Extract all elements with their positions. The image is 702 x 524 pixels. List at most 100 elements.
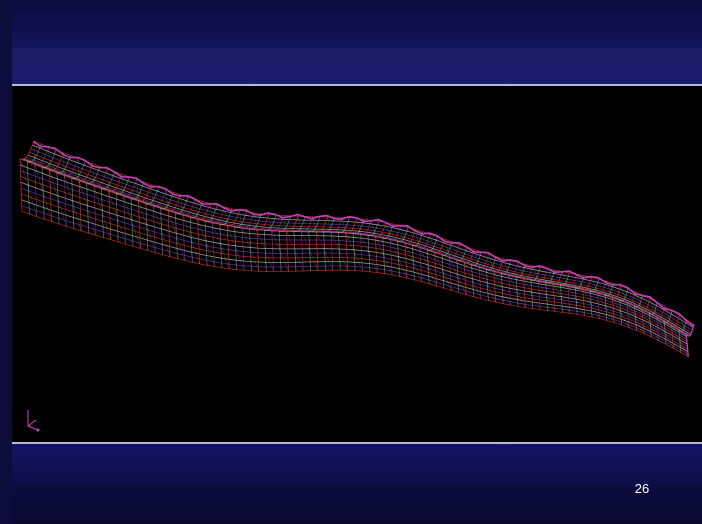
mesh-line: [253, 212, 258, 230]
mesh-line: [561, 271, 569, 286]
mesh-line: [263, 214, 277, 272]
mesh-line: [19, 158, 37, 217]
mesh-line: [130, 181, 145, 247]
mesh-line: [101, 171, 116, 238]
mesh-line: [308, 216, 321, 271]
mesh-line: [626, 302, 645, 334]
mesh-line: [271, 230, 289, 272]
mesh-line: [293, 216, 306, 272]
mesh-line: [123, 196, 141, 249]
mesh-line: [268, 214, 272, 231]
mesh-line: [278, 215, 292, 272]
mesh-line: [385, 222, 391, 240]
mesh-line: [547, 268, 554, 283]
mesh-line: [415, 229, 421, 248]
mesh-line: [517, 262, 524, 278]
mesh-line: [30, 148, 693, 331]
mesh-line: [197, 219, 215, 267]
mesh-line: [330, 217, 343, 271]
mesh-line: [500, 260, 512, 304]
mesh-line: [488, 254, 495, 272]
mesh-line: [649, 298, 657, 317]
mesh-line: [256, 229, 274, 272]
mesh-line: [21, 158, 688, 336]
mesh-line: [249, 213, 262, 271]
mesh-line: [297, 216, 302, 232]
mesh-line: [641, 308, 659, 341]
mesh-line: [64, 175, 82, 231]
mesh-line: [20, 181, 688, 345]
mesh-line: [301, 231, 319, 271]
mesh-line: [367, 221, 380, 272]
mesh-line: [356, 218, 361, 234]
mesh-line: [620, 285, 628, 303]
mesh-line: [138, 201, 156, 253]
mesh-line: [79, 180, 97, 236]
mesh-line: [523, 277, 541, 310]
mesh-line: [390, 239, 408, 279]
mesh-line: [352, 219, 365, 271]
mesh-line: [195, 199, 198, 220]
title-band: [12, 0, 702, 85]
mesh-line: [611, 285, 622, 323]
mesh-line: [145, 187, 160, 251]
mesh-line: [315, 231, 334, 271]
mesh-line: [107, 169, 110, 192]
mesh-line: [77, 158, 80, 182]
title-band-stripe: [12, 48, 702, 85]
mesh-line: [382, 223, 394, 274]
mesh-line: [48, 146, 50, 171]
mesh-line: [685, 324, 695, 357]
page-number: 26: [634, 481, 650, 496]
mesh-line: [656, 316, 674, 349]
left-edge: [0, 0, 12, 524]
mesh-line: [486, 256, 497, 301]
top-divider: [12, 84, 702, 86]
mesh-line: [34, 164, 52, 222]
mesh-line: [20, 187, 688, 347]
mesh-line: [56, 155, 72, 224]
mesh-line: [93, 186, 111, 240]
mesh-line: [449, 244, 460, 291]
mesh-line: [189, 201, 204, 263]
mesh-line: [239, 210, 243, 228]
mesh-line: [136, 179, 139, 202]
mesh-line: [92, 163, 95, 187]
mesh-line: [449, 257, 467, 295]
mesh-line: [41, 149, 57, 220]
mesh-line: [679, 315, 687, 335]
mesh-line: [567, 285, 585, 316]
mesh-line: [552, 282, 570, 314]
mesh-line: [152, 189, 167, 253]
mesh-line: [32, 140, 695, 327]
graphics-viewport[interactable]: [12, 86, 702, 442]
mesh-line: [508, 274, 526, 308]
mesh-line: [49, 170, 67, 227]
mesh-line: [27, 143, 42, 215]
mesh-line: [63, 152, 65, 176]
mesh-line: [227, 225, 245, 271]
mesh-line: [532, 265, 539, 281]
mesh-line: [224, 207, 228, 226]
mesh-line: [175, 196, 189, 259]
mesh-line: [456, 246, 468, 293]
mesh-line: [671, 325, 689, 357]
mesh-line: [591, 277, 598, 293]
mesh-line: [327, 216, 332, 232]
mesh-line: [20, 164, 687, 337]
mesh-line: [21, 199, 689, 352]
mesh-line: [597, 292, 615, 323]
mesh-line: [24, 157, 690, 337]
mesh-line: [19, 140, 35, 212]
mesh-line: [180, 194, 184, 216]
mesh-line: [434, 252, 452, 291]
mesh-line: [478, 266, 496, 303]
mesh-line: [153, 206, 171, 257]
wireframe-mesh: [19, 140, 695, 432]
mesh-line: [404, 242, 422, 282]
mesh-line: [464, 262, 482, 299]
mesh-line: [271, 215, 284, 272]
mesh-line: [182, 215, 200, 264]
mesh-line: [33, 140, 36, 165]
